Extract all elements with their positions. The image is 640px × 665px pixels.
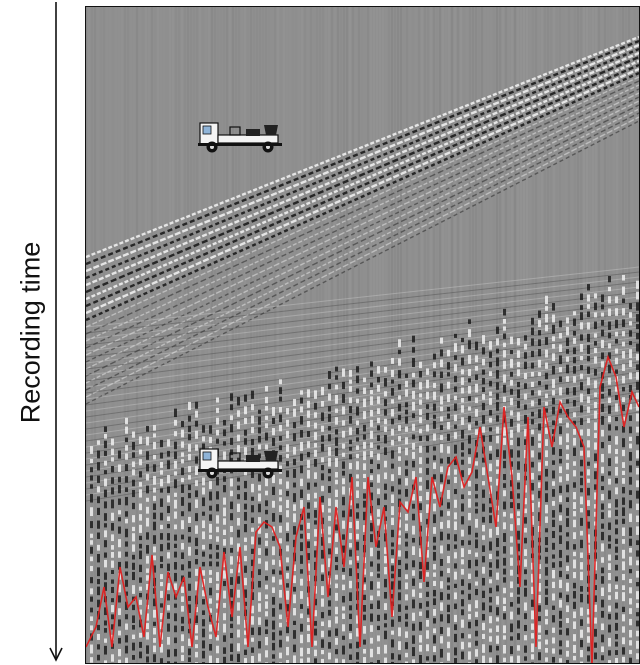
vibroseis-truck-icon: [198, 448, 282, 479]
seismic-record-panel: [85, 6, 640, 664]
seismic-traces: [86, 7, 639, 663]
trace-texture: [86, 7, 639, 663]
reflection-bands: [86, 35, 639, 502]
vibroseis-truck-icon: [198, 122, 282, 153]
recording-time-label: Recording time: [15, 241, 46, 424]
first-break-pick-line: [86, 354, 639, 663]
recording-time-arrow: [49, 2, 63, 662]
